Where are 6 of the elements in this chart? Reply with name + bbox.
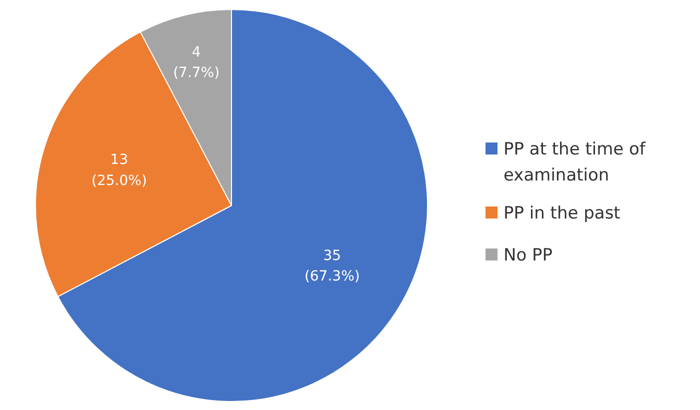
data-label: 35 (67.3%) [304,248,360,285]
legend-label: No PP [504,246,553,266]
data-label: 13 (25.0%) [92,152,147,189]
legend-label: PP in the past [504,204,621,224]
data-label: 4 (7.7%) [173,44,220,82]
legend-label: PP at the time of examination [504,140,646,186]
